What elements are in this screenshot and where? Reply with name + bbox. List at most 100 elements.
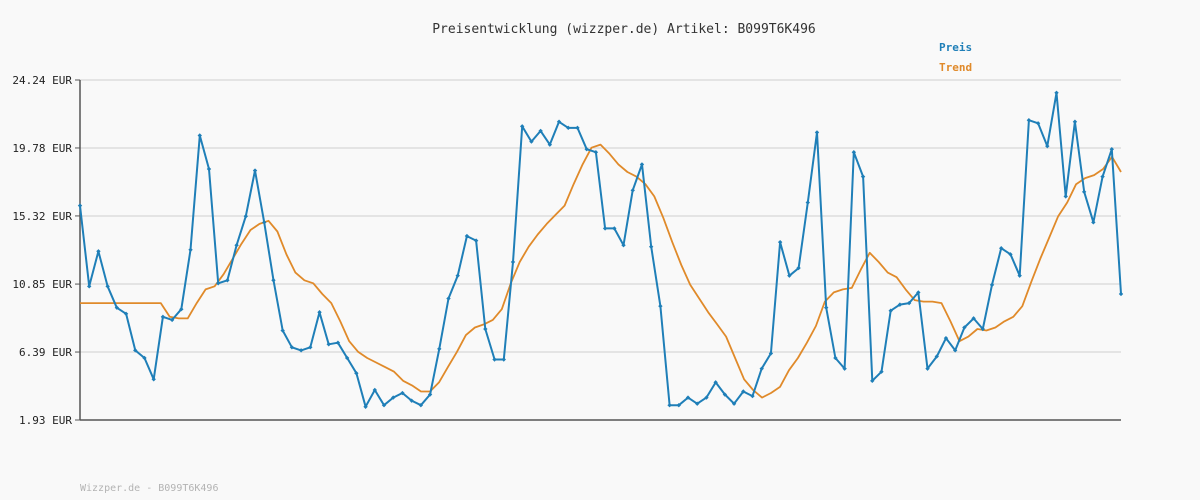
data-point [308, 345, 313, 350]
data-point [363, 404, 368, 409]
data-point [1063, 194, 1068, 199]
data-point [215, 281, 221, 286]
data-point [906, 300, 912, 306]
data-point [271, 278, 276, 283]
data-point [814, 130, 820, 135]
data-point [805, 200, 810, 205]
data-point [225, 278, 230, 283]
data-point [952, 348, 958, 353]
data-point [658, 303, 663, 309]
data-point [510, 259, 516, 265]
data-point [1072, 119, 1078, 124]
series-layer [77, 90, 1124, 409]
data-point [1026, 118, 1032, 123]
y-axis-ticks: 24.24 EUR 19.78 EUR 15.32 EUR 10.85 EUR 6.39… [12, 74, 80, 427]
data-point [593, 150, 599, 155]
data-point [105, 284, 110, 289]
data-point [1118, 291, 1124, 297]
data-point [160, 314, 166, 320]
data-point [824, 305, 829, 310]
data-point [123, 311, 129, 316]
data-point [685, 395, 691, 400]
series-line-preis [79, 91, 1122, 408]
data-point [206, 166, 212, 172]
data-point [501, 357, 506, 362]
data-point [602, 226, 608, 231]
data-point [317, 310, 322, 315]
data-point [1109, 146, 1114, 152]
data-point [934, 354, 939, 359]
data-point [151, 377, 156, 382]
data-point [575, 125, 580, 131]
y-tick-label: 15.32 EUR [12, 210, 72, 223]
data-point [989, 282, 995, 288]
y-tick-label: 10.85 EUR [12, 278, 72, 291]
data-point [851, 150, 857, 155]
data-point [354, 371, 359, 376]
grid-lines [80, 79, 1121, 353]
data-point [280, 328, 285, 333]
data-point [179, 307, 184, 312]
data-point [676, 403, 682, 408]
data-point [556, 119, 562, 124]
data-point [344, 355, 350, 361]
data-point [612, 226, 617, 231]
data-point [169, 317, 175, 323]
data-point [870, 378, 875, 384]
data-point [1045, 143, 1050, 149]
data-point [1054, 90, 1059, 96]
data-point [566, 125, 571, 131]
y-tick-label: 19.78 EUR [12, 142, 72, 155]
data-point [446, 296, 451, 301]
data-point [1081, 189, 1087, 195]
data-point [142, 355, 147, 361]
data-point [722, 392, 728, 397]
data-point [427, 392, 433, 397]
chart-title: Preisentwicklung (wizzper.de) Artikel: B… [432, 22, 816, 37]
data-point [759, 366, 764, 371]
data-point [860, 174, 866, 179]
data-point [77, 203, 83, 208]
legend-item-preis: Preis [939, 41, 972, 54]
data-point [796, 265, 801, 271]
data-point [777, 239, 783, 245]
data-point [768, 351, 774, 356]
data-point [639, 162, 645, 167]
data-point [695, 401, 700, 406]
data-point [96, 249, 101, 254]
data-point [667, 403, 672, 408]
data-point [464, 233, 470, 239]
data-point [1091, 220, 1096, 225]
data-point [289, 345, 295, 350]
data-point [372, 387, 377, 393]
data-point [538, 128, 543, 134]
data-point [262, 220, 267, 225]
data-point [188, 247, 193, 252]
data-point [400, 390, 405, 396]
data-point [971, 316, 976, 321]
data-point [584, 146, 589, 152]
data-point [999, 246, 1004, 251]
data-point [925, 366, 930, 371]
data-point [409, 398, 414, 403]
data-point [1008, 252, 1013, 257]
data-point [381, 403, 387, 408]
data-point [1035, 121, 1041, 126]
data-point [962, 325, 967, 330]
data-point [483, 326, 488, 332]
data-point [630, 188, 635, 193]
data-point [1100, 174, 1105, 179]
data-point [234, 242, 239, 248]
series-line-trend [80, 143, 1122, 399]
data-point [897, 302, 903, 307]
data-point [648, 244, 654, 249]
data-point [391, 395, 396, 400]
data-point [741, 389, 746, 394]
y-tick-label: 24.24 EUR [12, 74, 72, 87]
data-point [298, 348, 304, 353]
data-point [621, 242, 626, 248]
data-point [473, 238, 479, 243]
data-point [87, 284, 92, 289]
